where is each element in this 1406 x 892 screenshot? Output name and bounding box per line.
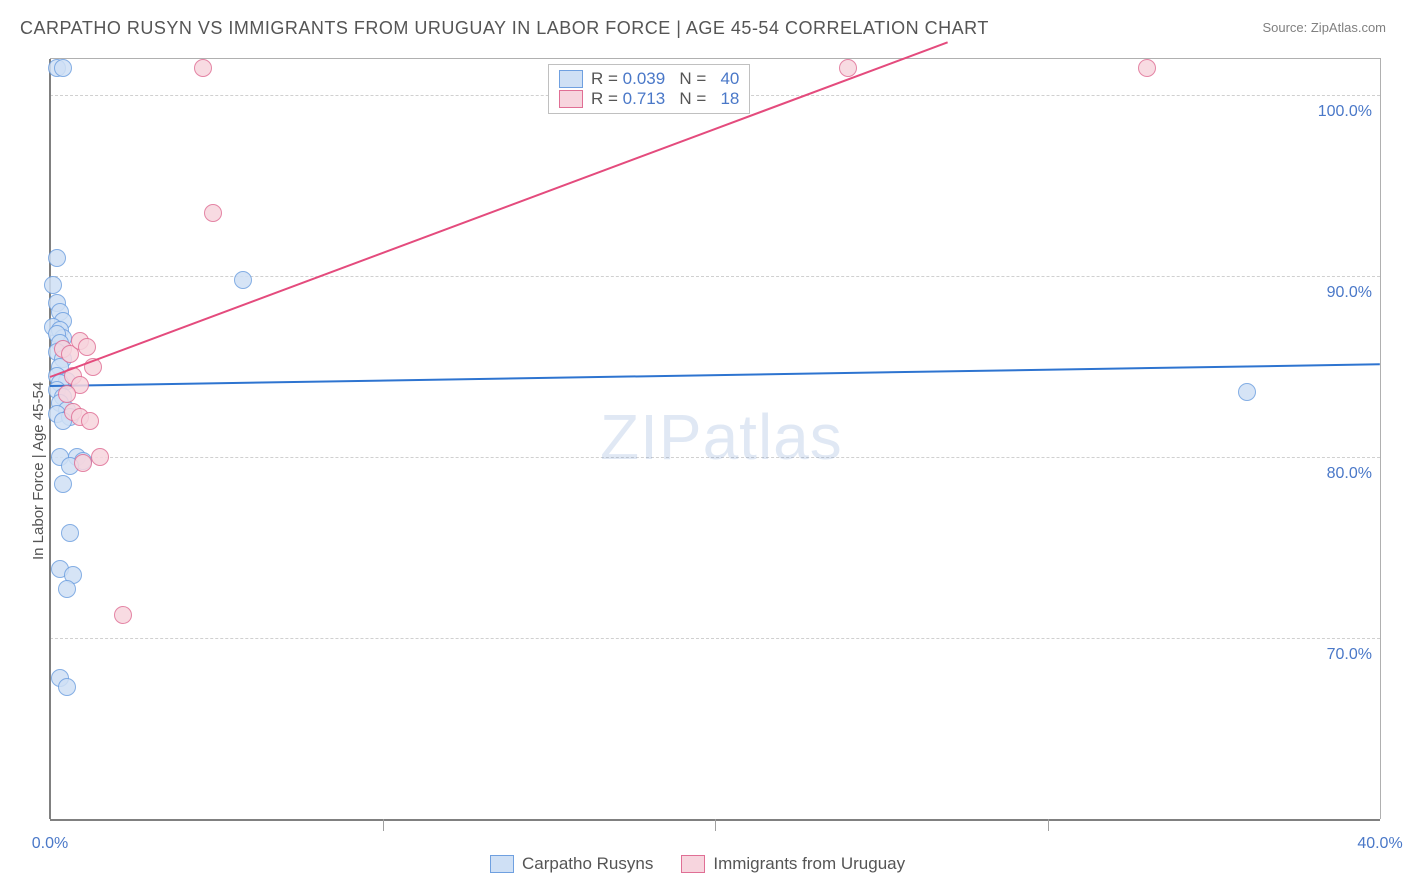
trend-line-a <box>50 363 1380 387</box>
legend-swatch <box>559 90 583 108</box>
scatter-point-b <box>114 606 132 624</box>
y-tick-label: 80.0% <box>1302 465 1372 483</box>
x-tick-label: 40.0% <box>1340 835 1406 853</box>
bottom-legend-label: Carpatho Rusyns <box>522 854 653 874</box>
x-tick <box>383 819 384 831</box>
legend-row-a: R = 0.039 N = 40 <box>559 69 739 89</box>
x-tick <box>1048 819 1049 831</box>
scatter-point-a <box>1238 383 1256 401</box>
legend-swatch <box>490 855 514 873</box>
x-tick-label: 0.0% <box>10 835 90 853</box>
scatter-point-a <box>61 524 79 542</box>
y-axis-line <box>49 59 51 819</box>
scatter-point-a <box>54 59 72 77</box>
legend-swatch <box>559 70 583 88</box>
scatter-point-b <box>78 338 96 356</box>
y-tick-label: 70.0% <box>1302 646 1372 664</box>
legend-stat-text: R = 0.039 N = 40 <box>591 69 739 89</box>
gridline-h <box>50 638 1380 639</box>
scatter-point-b <box>74 454 92 472</box>
scatter-point-b <box>91 448 109 466</box>
y-axis-label: In Labor Force | Age 45-54 <box>30 382 47 560</box>
bottom-legend-item-b: Immigrants from Uruguay <box>681 854 905 874</box>
trend-line-b <box>50 41 948 378</box>
scatter-point-a <box>234 271 252 289</box>
y-tick-label: 90.0% <box>1302 284 1372 302</box>
series-legend: Carpatho Rusyns Immigrants from Uruguay <box>490 854 905 874</box>
y-tick-label: 100.0% <box>1302 103 1372 121</box>
legend-swatch <box>681 855 705 873</box>
scatter-point-b <box>194 59 212 77</box>
scatter-point-b <box>1138 59 1156 77</box>
legend-stat-text: R = 0.713 N = 18 <box>591 89 739 109</box>
scatter-point-b <box>204 204 222 222</box>
scatter-point-b <box>58 385 76 403</box>
scatter-point-a <box>58 678 76 696</box>
source-label: Source: ZipAtlas.com <box>1262 20 1386 35</box>
scatter-point-a <box>48 249 66 267</box>
gridline-h <box>50 457 1380 458</box>
bottom-legend-item-a: Carpatho Rusyns <box>490 854 653 874</box>
scatter-point-a <box>54 475 72 493</box>
scatter-point-b <box>81 412 99 430</box>
plot-area: 70.0%80.0%90.0%100.0%0.0%40.0% <box>50 58 1381 819</box>
bottom-legend-label: Immigrants from Uruguay <box>713 854 905 874</box>
scatter-point-a <box>44 276 62 294</box>
scatter-point-b <box>839 59 857 77</box>
legend-row-b: R = 0.713 N = 18 <box>559 89 739 109</box>
scatter-point-a <box>58 580 76 598</box>
chart-title: CARPATHO RUSYN VS IMMIGRANTS FROM URUGUA… <box>20 18 989 38</box>
x-tick <box>715 819 716 831</box>
correlation-legend: R = 0.039 N = 40R = 0.713 N = 18 <box>548 64 750 114</box>
